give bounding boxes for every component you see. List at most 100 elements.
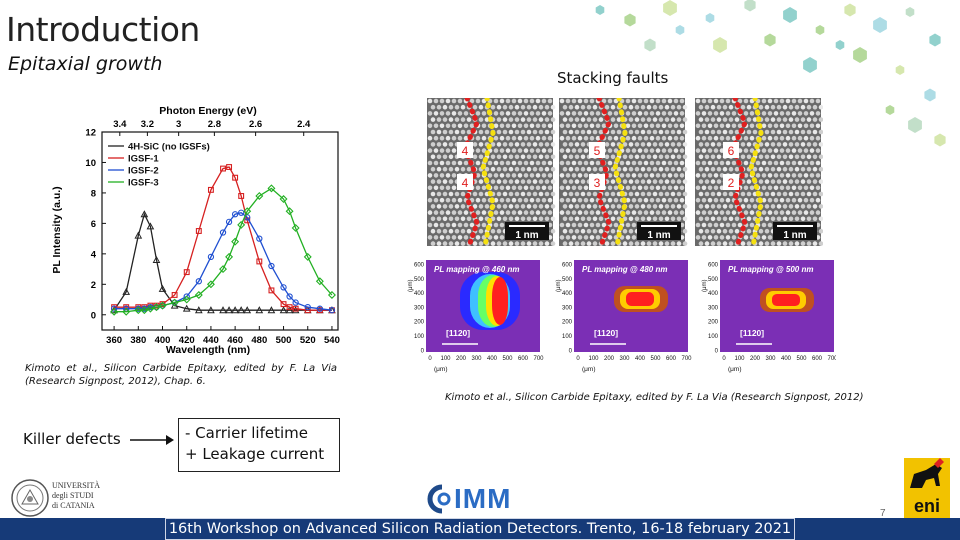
lattice-dot xyxy=(631,98,637,104)
lattice-dot xyxy=(818,191,824,197)
lattice-dot xyxy=(800,142,806,147)
layer-count-box xyxy=(589,174,605,190)
series-line xyxy=(114,187,333,313)
hexagon xyxy=(783,7,797,23)
lattice-dot xyxy=(815,160,821,166)
lattice-dot xyxy=(640,241,646,246)
lattice-dot xyxy=(469,123,475,129)
lattice-dot xyxy=(451,111,457,116)
data-point xyxy=(110,307,119,316)
lattice-dot xyxy=(460,129,466,135)
lattice-dot xyxy=(710,154,716,160)
lattice-dot xyxy=(616,166,622,172)
lattice-dot xyxy=(568,154,574,160)
lattice-dot xyxy=(550,216,556,222)
lattice-dot xyxy=(722,228,728,234)
lattice-dot xyxy=(791,185,797,191)
pl-x-tick-label: 100 xyxy=(588,356,599,362)
lattice-dot xyxy=(664,191,670,197)
lattice-dot xyxy=(667,185,673,191)
lattice-dot xyxy=(791,197,797,203)
lattice-dot xyxy=(547,173,553,178)
chart-xlabel: Wavelength (nm) xyxy=(166,344,250,356)
lattice-dot xyxy=(427,148,433,153)
lattice-dot xyxy=(806,104,812,110)
lattice-dot xyxy=(679,98,685,104)
lattice-dot xyxy=(797,197,803,203)
arrow-right-icon xyxy=(130,435,174,445)
pl-map-panel: PL mapping @ 460 nm [1120] 600 500 400 300 200… xyxy=(408,260,544,373)
lattice-dot xyxy=(427,210,433,215)
lattice-dot xyxy=(559,98,565,104)
lattice-dot xyxy=(773,160,779,166)
lattice-dot xyxy=(770,204,776,209)
lattice-dot xyxy=(529,98,535,104)
lattice-dot xyxy=(746,179,752,184)
lattice-dot xyxy=(679,185,685,191)
lattice-dot xyxy=(800,104,806,110)
lattice-dot xyxy=(562,166,568,172)
lattice-dot xyxy=(670,241,676,246)
data-point xyxy=(267,306,276,314)
lattice-dot xyxy=(676,166,682,172)
lattice-dot xyxy=(634,142,640,147)
lattice-dot xyxy=(667,197,673,203)
lattice-dot xyxy=(505,160,511,166)
lattice-dot xyxy=(505,197,511,203)
lattice-dot xyxy=(673,98,679,104)
data-point xyxy=(231,211,239,218)
pl-x-unit: (μm) xyxy=(434,366,448,373)
pl-y-tick-label: 500 xyxy=(562,277,573,283)
x-tick-label: 460 xyxy=(227,335,243,346)
page-subtitle: Epitaxial growth xyxy=(8,53,163,75)
lattice-dot xyxy=(478,154,484,160)
lattice-dot xyxy=(695,222,701,228)
lattice-dot xyxy=(782,179,788,184)
data-point xyxy=(171,292,178,298)
lattice-dot xyxy=(442,142,448,147)
lattice-dot xyxy=(508,179,514,184)
lattice-dot xyxy=(427,222,433,228)
top-tick-label: 2.4 xyxy=(297,119,311,130)
crystal-direction-label: [1120] xyxy=(446,328,470,338)
pl-y-tick-label: 200 xyxy=(562,320,573,326)
lattice-dot xyxy=(679,135,685,141)
lattice-dot xyxy=(508,117,514,122)
lattice-dot xyxy=(430,129,436,135)
lattice-dot xyxy=(655,111,661,116)
lattice-dot xyxy=(809,135,815,141)
lattice-dot xyxy=(607,197,613,203)
lattice-dot xyxy=(773,111,779,116)
lattice-dot xyxy=(583,98,589,104)
lattice-dot xyxy=(704,241,710,246)
lattice-dot xyxy=(478,104,484,110)
lattice-dot xyxy=(610,204,616,209)
lattice-dot xyxy=(698,216,704,222)
lattice-dot xyxy=(749,135,755,141)
lattice-dot xyxy=(628,179,634,184)
lattice-dot xyxy=(631,135,637,141)
lattice-dot xyxy=(508,204,514,209)
lattice-dot xyxy=(797,123,803,129)
lattice-dot xyxy=(445,135,451,141)
lattice-dot xyxy=(460,117,466,122)
lattice-dot xyxy=(761,160,767,166)
lattice-dot xyxy=(565,148,571,153)
lattice-dot xyxy=(511,98,517,104)
lattice-dot xyxy=(520,179,526,184)
lattice-dot xyxy=(743,185,749,191)
lattice-dot xyxy=(794,166,800,172)
lattice-dot xyxy=(430,117,436,122)
lattice-dot xyxy=(505,98,511,104)
lattice-dot xyxy=(649,98,655,104)
lattice-dot xyxy=(625,98,631,104)
lattice-dot xyxy=(466,166,472,172)
lattice-dot xyxy=(448,142,454,147)
lattice-dot xyxy=(472,142,478,147)
pl-x-tick-label: 400 xyxy=(635,356,646,362)
lattice-dot xyxy=(743,148,749,153)
lattice-dot xyxy=(520,117,526,122)
pl-y-unit: (μm) xyxy=(556,280,562,292)
lattice-dot xyxy=(670,104,676,110)
lattice-dot xyxy=(514,191,520,197)
